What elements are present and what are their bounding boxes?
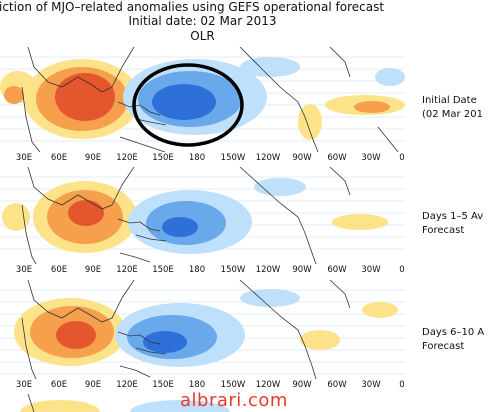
watermark: albrari.com	[180, 390, 288, 411]
olr-map-partial	[0, 394, 405, 412]
panel-label-days-1-5: Days 1–5 Av Forecast	[422, 210, 483, 238]
lon-tick: 30W	[361, 265, 381, 275]
initial-date-line: Initial date: 02 Mar 2013	[128, 14, 277, 28]
lon-tick: 60E	[50, 380, 68, 390]
lon-tick: 0	[399, 153, 405, 163]
variable-label: OLR	[190, 29, 215, 43]
map-panel-partial	[0, 394, 405, 412]
lon-tick: 30E	[15, 380, 33, 390]
lon-tick: 150W	[220, 153, 246, 163]
lon-tick: 90E	[84, 380, 102, 390]
lon-tick: 120E	[116, 380, 138, 390]
lon-tick: 60W	[327, 153, 347, 163]
lon-tick: 150W	[220, 265, 246, 275]
map-panel-days-1-5	[0, 167, 405, 264]
panel-label-line: Forecast	[422, 341, 465, 352]
figure-title: ediction of MJO–related anomalies using …	[0, 0, 385, 14]
lon-tick: 30E	[15, 265, 33, 275]
panel-label-line: Forecast	[422, 225, 465, 236]
olr-map-initial	[0, 47, 405, 152]
olr-map-days-6-10	[0, 280, 405, 379]
lon-tick: 150E	[152, 380, 174, 390]
lon-tick: 180	[188, 153, 206, 163]
lon-tick: 90W	[292, 265, 312, 275]
lon-tick: 120W	[255, 153, 281, 163]
lon-tick: 150W	[220, 380, 246, 390]
panel-label-line: (02 Mar 201	[422, 109, 483, 120]
panel-label-initial: Initial Date (02 Mar 201	[422, 94, 483, 122]
panel-label-line: Days 1–5 Av	[422, 211, 484, 222]
panel-label-line: Initial Date	[422, 95, 477, 106]
lon-tick: 0	[399, 380, 405, 390]
lon-tick: 120E	[116, 153, 138, 163]
map-panel-days-6-10	[0, 280, 405, 379]
lon-tick: 120W	[255, 380, 281, 390]
map-panel-initial	[0, 47, 405, 152]
lon-tick: 0	[399, 265, 405, 275]
lon-tick: 90W	[292, 380, 312, 390]
panel-label-line: Days 6–10 A	[422, 327, 485, 338]
lon-tick: 30W	[361, 153, 381, 163]
lon-tick: 30E	[15, 153, 33, 163]
lon-tick: 90W	[292, 153, 312, 163]
lon-tick: 60E	[50, 265, 68, 275]
lon-tick: 180	[188, 265, 206, 275]
lon-tick: 90E	[84, 265, 102, 275]
lon-tick: 90E	[84, 153, 102, 163]
lon-tick: 60W	[327, 380, 347, 390]
lon-tick: 180	[188, 380, 206, 390]
lon-tick: 120E	[116, 265, 138, 275]
highlight-ellipse	[132, 63, 244, 147]
lon-tick: 150E	[152, 153, 174, 163]
olr-map-days-1-5	[0, 167, 405, 264]
lon-tick: 30W	[361, 380, 381, 390]
lon-tick: 120W	[255, 265, 281, 275]
longitude-axis-1: 30E 60E 90E 120E 150E 180 150W 120W 90W …	[0, 152, 405, 166]
longitude-axis-2: 30E 60E 90E 120E 150E 180 150W 120W 90W …	[0, 264, 405, 278]
panel-label-days-6-10: Days 6–10 A Forecast	[422, 326, 484, 354]
longitude-axis-3: 30E 60E 90E 120E 150E 180 150W 120W 90W …	[0, 379, 405, 393]
lon-tick: 60W	[327, 265, 347, 275]
lon-tick: 60E	[50, 153, 68, 163]
lon-tick: 150E	[152, 265, 174, 275]
